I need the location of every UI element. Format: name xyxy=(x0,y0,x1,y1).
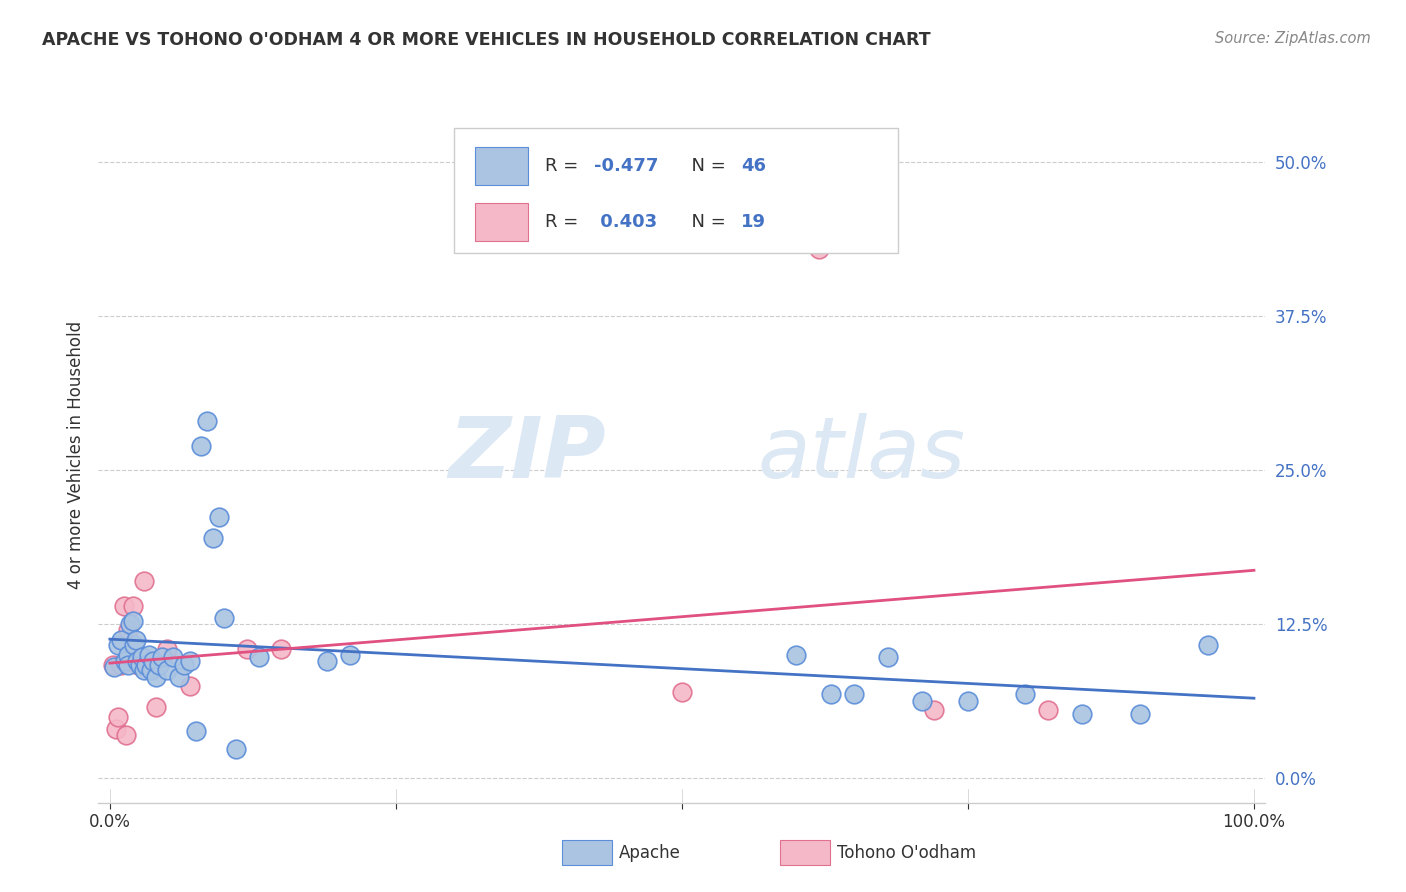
Y-axis label: 4 or more Vehicles in Household: 4 or more Vehicles in Household xyxy=(66,321,84,589)
Point xyxy=(135,657,157,672)
Point xyxy=(120,617,142,632)
Point xyxy=(107,638,129,652)
Text: 19: 19 xyxy=(741,213,766,231)
Point xyxy=(139,663,162,677)
Point xyxy=(125,633,148,648)
Text: -0.477: -0.477 xyxy=(595,157,659,175)
Point xyxy=(808,242,831,256)
Point xyxy=(270,641,292,656)
Point xyxy=(876,650,898,665)
Point xyxy=(127,654,149,668)
Point xyxy=(103,657,125,672)
Point xyxy=(1197,638,1219,652)
Point xyxy=(142,654,165,668)
Point xyxy=(1036,703,1059,717)
Point xyxy=(785,648,807,662)
Point xyxy=(156,663,179,677)
Point xyxy=(145,699,167,714)
Point xyxy=(195,414,218,428)
Point xyxy=(173,657,195,672)
Point xyxy=(339,648,361,662)
Point xyxy=(117,624,139,638)
Point xyxy=(148,657,170,672)
Point xyxy=(911,693,934,707)
Text: atlas: atlas xyxy=(758,413,966,497)
Point xyxy=(110,633,132,648)
Point xyxy=(134,574,156,589)
Point xyxy=(214,611,236,625)
Point xyxy=(316,654,339,668)
Point xyxy=(122,638,145,652)
Point xyxy=(1071,707,1094,722)
Point xyxy=(167,670,190,684)
Point xyxy=(156,641,179,656)
Point xyxy=(179,679,201,693)
Point xyxy=(110,657,132,672)
Point xyxy=(115,728,138,742)
Point xyxy=(956,693,979,707)
Text: N =: N = xyxy=(679,157,731,175)
Point xyxy=(114,654,136,668)
Point xyxy=(225,741,247,756)
Point xyxy=(671,685,693,699)
Point xyxy=(922,703,945,717)
Point xyxy=(152,650,174,665)
Point xyxy=(112,599,135,613)
Text: 46: 46 xyxy=(741,157,766,175)
Point xyxy=(1014,688,1036,702)
Point xyxy=(103,660,125,674)
Point xyxy=(121,599,143,613)
Point xyxy=(121,614,143,628)
Bar xyxy=(454,128,898,253)
Point xyxy=(138,648,160,662)
Point xyxy=(145,670,167,684)
Point xyxy=(201,531,224,545)
Point xyxy=(127,657,149,672)
Text: 0.403: 0.403 xyxy=(595,213,658,231)
Point xyxy=(162,650,184,665)
Point xyxy=(190,439,212,453)
Point xyxy=(247,650,270,665)
Bar xyxy=(475,147,527,186)
Text: N =: N = xyxy=(679,213,731,231)
Point xyxy=(128,657,150,672)
Point xyxy=(131,650,153,665)
Bar xyxy=(475,202,527,241)
Point xyxy=(107,709,129,723)
Text: R =: R = xyxy=(546,213,585,231)
Point xyxy=(207,510,229,524)
Point xyxy=(820,688,842,702)
Text: APACHE VS TOHONO O'ODHAM 4 OR MORE VEHICLES IN HOUSEHOLD CORRELATION CHART: APACHE VS TOHONO O'ODHAM 4 OR MORE VEHIC… xyxy=(42,31,931,49)
Point xyxy=(134,663,156,677)
Text: Source: ZipAtlas.com: Source: ZipAtlas.com xyxy=(1215,31,1371,46)
Point xyxy=(184,724,207,739)
Point xyxy=(104,722,127,736)
Text: Tohono O'odham: Tohono O'odham xyxy=(837,844,976,862)
Point xyxy=(117,648,139,662)
Text: ZIP: ZIP xyxy=(449,413,606,497)
Point xyxy=(179,654,201,668)
Text: Apache: Apache xyxy=(619,844,681,862)
Point xyxy=(842,688,865,702)
Point xyxy=(1128,707,1150,722)
Point xyxy=(236,641,259,656)
Text: R =: R = xyxy=(546,157,585,175)
Point xyxy=(117,657,139,672)
